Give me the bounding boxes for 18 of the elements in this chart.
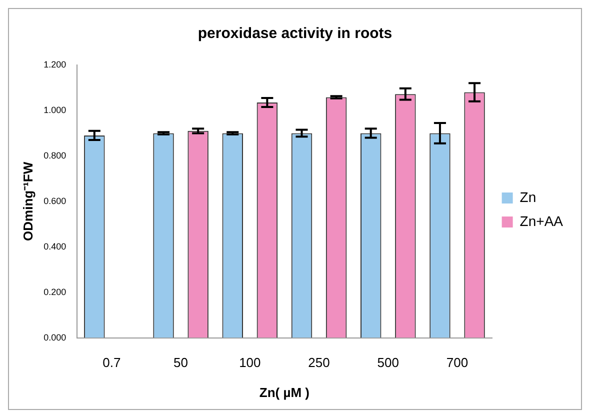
y-tick-label: 0.400 [44,241,66,252]
y-axis-title: ODming⁻¹FW [20,161,36,241]
y-tick-label: 1.000 [44,104,66,115]
x-tick-label: 500 [377,355,399,370]
x-tick-label: 0.7 [102,355,121,370]
x-tick-label: 700 [446,355,468,370]
legend-label: Zn [520,188,536,205]
legend-label: Zn+AA [520,212,564,229]
y-tick-label: 0.600 [44,196,66,206]
y-tick-label: 0.200 [44,286,66,297]
x-tick-label: 50 [174,355,188,370]
y-tick-label: 1.200 [44,59,66,70]
y-tick-label: 0.000 [44,332,66,342]
x-tick-label: 100 [239,355,261,370]
x-axis-title: Zn( µM ) [259,384,310,400]
chart-title: peroxidase activity in roots [198,25,392,42]
x-tick-label: 250 [308,355,330,370]
y-tick-label: 0.800 [44,150,66,160]
